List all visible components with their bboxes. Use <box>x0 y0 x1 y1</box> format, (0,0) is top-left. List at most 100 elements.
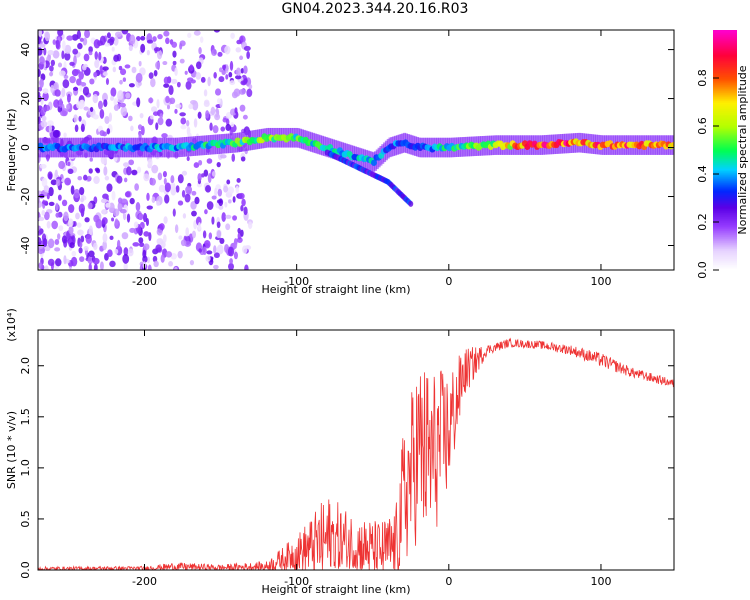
colorbar-cell <box>713 156 737 159</box>
heatmap-noise-cell <box>168 85 174 96</box>
heatmap-noise-cell <box>239 55 244 61</box>
heatmap-noise-cell <box>217 188 223 197</box>
heatmap-noise-cell <box>102 66 109 71</box>
heatmap-noise-cell <box>58 98 63 108</box>
heatmap-noise-cell <box>131 66 137 74</box>
colorbar-cell <box>713 222 737 225</box>
heatmap-noise-cell <box>166 104 171 110</box>
colorbar-cell <box>713 86 737 89</box>
colorbar-cell <box>713 236 737 239</box>
heatmap-noise-cell <box>175 185 180 193</box>
heatmap-noise-cell <box>138 237 144 244</box>
heatmap-noise-cell <box>109 260 116 268</box>
colorbar-cell <box>713 46 737 49</box>
heatmap-noise-cell <box>153 260 159 268</box>
heatmap-noise-cell <box>89 78 95 85</box>
colorbar-cell <box>713 56 737 59</box>
heatmap-noise-cell <box>101 209 106 215</box>
heatmap-noise-cell <box>161 133 168 139</box>
heatmap-noise-cell <box>132 242 140 247</box>
heatmap-noise-cell <box>123 177 128 183</box>
heatmap-noise-cell <box>233 240 238 249</box>
colorbar-cell <box>713 70 737 73</box>
heatmap-noise-cell <box>171 41 178 48</box>
heatmap-noise-cell <box>38 231 42 236</box>
heatmap-noise-cell <box>119 79 123 85</box>
heatmap-noise-cell <box>174 67 178 77</box>
heatmap-noise-cell <box>76 30 82 40</box>
heatmap-noise-cell <box>89 157 93 162</box>
heatmap-noise-cell <box>240 68 245 74</box>
heatmap-noise-cell <box>66 35 74 41</box>
colorbar-cell <box>713 176 737 179</box>
heatmap-noise-cell <box>79 186 85 196</box>
chart-title: GN04.2023.344.20.16.R03 <box>281 1 469 17</box>
colorbar-cell <box>713 166 737 169</box>
heatmap-noise-cell <box>188 103 194 110</box>
heatmap-noise-cell <box>244 264 249 270</box>
heatmap-noise-cell <box>73 188 80 199</box>
colorbar-cell <box>713 254 737 257</box>
heatmap-noise-cell <box>55 39 60 49</box>
heatmap-noise-cell <box>129 34 136 45</box>
heatmap-noise-cell <box>117 197 123 204</box>
colorbar-cell <box>713 218 737 221</box>
heatmap-noise-cell <box>197 222 202 231</box>
heatmap-noise-cell <box>38 262 43 270</box>
heatmap-noise-cell <box>102 71 108 77</box>
heatmap-noise-cell <box>138 213 144 221</box>
heatmap-noise-cell <box>186 156 190 162</box>
heatmap-noise-cell <box>39 78 44 89</box>
heatmap-noise-cell <box>114 248 119 254</box>
heatmap-noise-cell <box>225 74 229 80</box>
heatmap-noise-cell <box>66 103 70 110</box>
heatmap-noise-cell <box>205 255 211 262</box>
bottom-x-tick-label: 100 <box>590 575 611 588</box>
heatmap-noise-cell <box>121 30 129 35</box>
heatmap-noise-cell <box>94 51 98 60</box>
heatmap-noise-cell <box>109 235 114 241</box>
heatmap-noise-cell <box>99 35 106 46</box>
heatmap-noise-cell <box>80 235 85 243</box>
heatmap-noise-cell <box>155 244 162 253</box>
heatmap-noise-cell <box>239 104 246 112</box>
colorbar-cell <box>713 50 737 53</box>
heatmap-noise-cell <box>38 47 43 56</box>
heatmap-noise-cell <box>113 36 119 46</box>
heatmap-noise-cell <box>119 68 127 76</box>
heatmap-noise-cell <box>110 95 115 101</box>
heatmap-noise-cell <box>39 56 45 65</box>
heatmap-noise-cell <box>103 166 108 176</box>
heatmap-noise-cell <box>77 175 83 181</box>
heatmap-noise-cell <box>225 214 232 219</box>
heatmap-noise-cell <box>119 102 126 108</box>
heatmap-noise-cell <box>92 257 100 265</box>
heatmap-noise-cell <box>87 256 94 265</box>
heatmap-noise-cell <box>140 35 146 41</box>
heatmap-noise-cell <box>88 250 95 258</box>
heatmap-noise-cell <box>47 50 54 56</box>
heatmap-noise-cell <box>202 230 207 239</box>
colorbar-cell <box>713 146 737 149</box>
heatmap-noise-cell <box>242 245 248 254</box>
heatmap-noise-cell <box>240 80 247 86</box>
colorbar-cell <box>713 174 737 177</box>
heatmap-noise-cell <box>205 184 212 193</box>
heatmap-noise-cell <box>38 216 45 222</box>
heatmap-noise-cell <box>38 225 41 231</box>
heatmap-noise-cell <box>216 98 221 104</box>
heatmap-noise-cell <box>238 88 246 95</box>
heatmap-noise-cell <box>185 80 192 90</box>
heatmap-noise-cell <box>57 233 61 240</box>
heatmap-noise-cell <box>83 106 89 111</box>
heatmap-noise-cell <box>138 60 142 67</box>
heatmap-noise-cell <box>163 76 170 85</box>
heatmap-noise-cell <box>248 84 253 90</box>
heatmap-noise-cell <box>38 236 42 246</box>
heatmap-noise-cell <box>152 36 157 42</box>
heatmap-noise-cell <box>124 191 131 198</box>
heatmap-noise-cell <box>213 245 217 254</box>
heatmap-noise-cell <box>76 222 82 228</box>
heatmap-noise-cell <box>171 78 178 84</box>
heatmap-noise-cell <box>92 93 99 104</box>
